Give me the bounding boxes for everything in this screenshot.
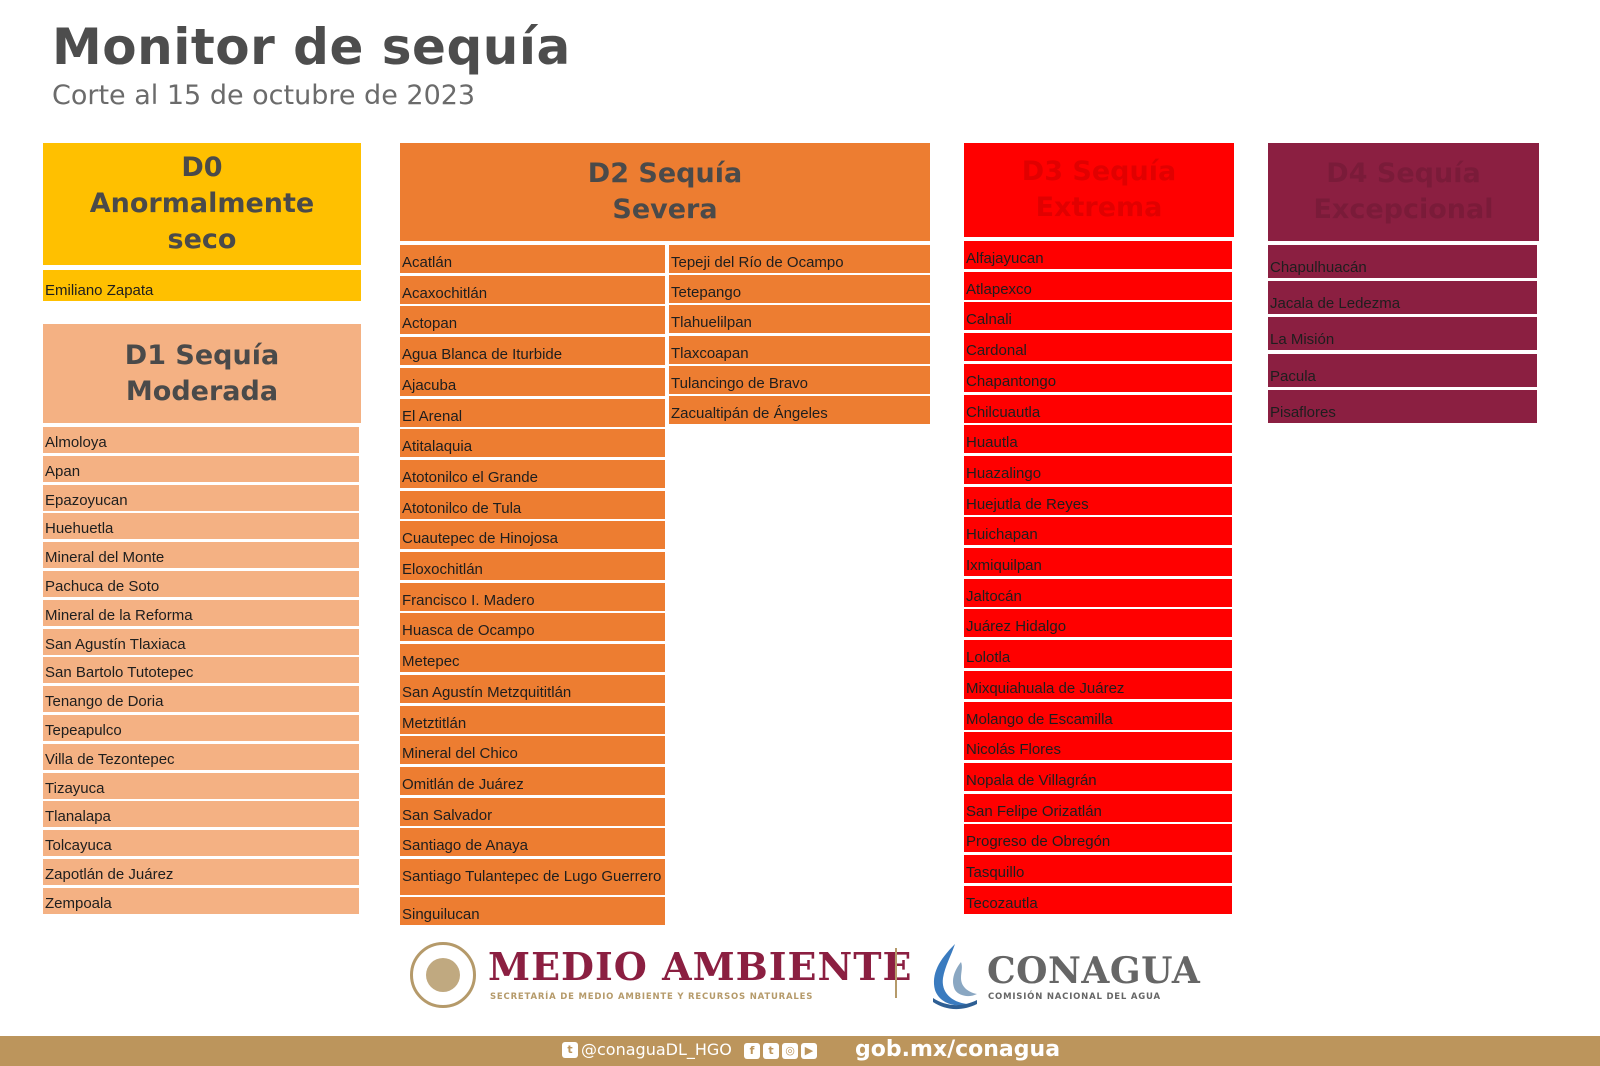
d1-municipality-row: Pachuca de Soto [43, 571, 359, 597]
d1-municipality-row: Mineral del Monte [43, 542, 359, 569]
footer-logos: MEDIO AMBIENTE SECRETARÍA DE MEDIO AMBIE… [0, 930, 1600, 1025]
twitter-icon: t [562, 1041, 578, 1058]
d3-municipality-row: Calnali [964, 302, 1232, 331]
website-link[interactable]: gob.mx/conagua [855, 1037, 1061, 1062]
d2-municipality-row: Acatlán [400, 245, 665, 273]
d3-municipality-row: Tasquillo [964, 855, 1232, 883]
d2-municipality-row: Agua Blanca de Iturbide [400, 337, 665, 366]
d2-municipality-row: Zacualtipán de Ángeles [669, 396, 930, 424]
d3-municipality-row: Huichapan [964, 517, 1232, 546]
d3-municipality-row: Huautla [964, 425, 1232, 454]
d2-municipality-row: Metztitlán [400, 705, 665, 734]
d2-municipality-row: Atotonilco el Grande [400, 459, 665, 488]
d2-municipality-row: Santiago Tulantepec de Lugo Guerrero [400, 859, 665, 895]
d2-municipality-row: El Arenal [400, 398, 665, 427]
d4-header: D4 Sequía Excepcional [1268, 143, 1539, 241]
d3-municipality-row: Huazalingo [964, 455, 1232, 484]
d4-municipality-row: Jacala de Ledezma [1268, 281, 1537, 315]
youtube-icon[interactable]: ▶ [801, 1043, 817, 1059]
d3-municipality-row: San Felipe Orizatlán [964, 793, 1232, 822]
d2-municipality-row: Mineral del Chico [400, 736, 665, 765]
d3-municipality-row: Molango de Escamilla [964, 701, 1232, 730]
d1-municipality-row: Villa de Tezontepec [43, 743, 359, 770]
d2-municipality-row: Tlaxcoapan [669, 335, 930, 364]
d2-municipality-row: Atotonilco de Tula [400, 490, 665, 519]
conagua-logo-icon [933, 944, 977, 1010]
d1-municipality-row: Zempoala [43, 887, 359, 914]
d3-header: D3 Sequía Extrema [964, 143, 1234, 237]
d1-municipality-row: Almoloya [43, 427, 359, 453]
d1-municipality-row: San Bartolo Tutotepec [43, 657, 359, 684]
d2-header: D2 Sequía Severa [400, 143, 930, 241]
d1-municipality-row: Zapotlán de Juárez [43, 859, 359, 885]
instagram-icon[interactable]: ◎ [782, 1043, 798, 1059]
d2-municipality-row: Tetepango [669, 275, 930, 304]
d2-municipality-row: Tulancingo de Bravo [669, 365, 930, 394]
d2-municipality-row: Santiago de Anaya [400, 828, 665, 857]
d1-municipality-row: Huehuetla [43, 513, 359, 540]
d0-header: D0 Anormalmente seco [43, 143, 361, 265]
d4-municipality-row: La Misión [1268, 317, 1537, 351]
d1-header: D1 Sequía Moderada [43, 324, 361, 423]
d1-municipality-row: Apan [43, 455, 359, 482]
d3-municipality-row: Alfajayucan [964, 241, 1232, 269]
d2-municipality-row: Eloxochitlán [400, 552, 665, 580]
d2-municipality-row: Actopan [400, 306, 665, 335]
d2-municipality-row: Tepeji del Río de Ocampo [669, 245, 930, 273]
conagua-subtitle: COMISIÓN NACIONAL DEL AGUA [988, 992, 1161, 1002]
d4-municipality-row: Pacula [1268, 353, 1537, 387]
mexico-seal-icon [410, 942, 476, 1008]
d3-municipality-row: Nicolás Flores [964, 732, 1232, 761]
facebook-icon[interactable]: f [744, 1043, 760, 1059]
twitter-handle-text: @conaguaDL_HGO [581, 1040, 732, 1059]
d2-municipality-row: Cuautepec de Hinojosa [400, 521, 665, 550]
d3-municipality-row: Chilcuautla [964, 394, 1232, 423]
d1-municipality-row: Tizayuca [43, 772, 359, 799]
d0-municipality-row: Emiliano Zapata [43, 270, 361, 301]
d2-municipality-row: Huasca de Ocampo [400, 613, 665, 642]
d3-municipality-row: Jaltocán [964, 578, 1232, 607]
d2-municipality-row: Omitlán de Juárez [400, 766, 665, 795]
social-icons: f t ◎ ▶ [744, 1043, 820, 1059]
logo-divider [895, 948, 897, 998]
d1-municipality-row: Epazoyucan [43, 484, 359, 511]
d3-municipality-row: Cardonal [964, 333, 1232, 362]
medio-ambiente-logo-text: MEDIO AMBIENTE [488, 944, 913, 989]
d3-municipality-row: Tecozautla [964, 885, 1232, 914]
d1-municipality-row: San Agustín Tlaxiaca [43, 628, 359, 655]
d2-municipality-row: Ajacuba [400, 367, 665, 396]
d3-municipality-row: Progreso de Obregón [964, 824, 1232, 853]
d4-municipality-row: Chapulhuacán [1268, 245, 1537, 278]
d3-municipality-row: Huejutla de Reyes [964, 486, 1232, 515]
d2-municipality-row: San Salvador [400, 797, 665, 826]
d3-municipality-row: Juárez Hidalgo [964, 609, 1232, 638]
d3-municipality-row: Chapantongo [964, 363, 1232, 392]
d1-municipality-row: Tolcayuca [43, 830, 359, 857]
d1-municipality-row: Tenango de Doria [43, 686, 359, 713]
d2-municipality-row: Tlahuelilpan [669, 305, 930, 334]
d3-municipality-row: Mixquiahuala de Juárez [964, 670, 1232, 699]
page-title: Monitor de sequía [52, 18, 571, 76]
d2-municipality-row: Metepec [400, 644, 665, 673]
d2-municipality-row: San Agustín Metzquititlán [400, 674, 665, 703]
d3-municipality-row: Atlapexco [964, 271, 1232, 300]
twitter-icon[interactable]: t [763, 1043, 779, 1059]
d3-municipality-row: Ixmiquilpan [964, 548, 1232, 576]
d1-municipality-row: Tlanalapa [43, 801, 359, 828]
d2-municipality-row: Singuilucan [400, 896, 665, 925]
d1-municipality-row: Mineral de la Reforma [43, 599, 359, 626]
twitter-handle[interactable]: t @conaguaDL_HGO [562, 1040, 732, 1059]
page-subtitle: Corte al 15 de octubre de 2023 [52, 80, 476, 111]
d2-municipality-row: Acaxochitlán [400, 275, 665, 304]
d1-municipality-row: Tepeapulco [43, 715, 359, 741]
d3-municipality-row: Nopala de Villagrán [964, 762, 1232, 791]
d2-municipality-row: Atitalaquia [400, 429, 665, 458]
conagua-logo-text: CONAGUA [987, 950, 1201, 992]
d2-municipality-row: Francisco I. Madero [400, 582, 665, 611]
d4-municipality-row: Pisaflores [1268, 389, 1537, 423]
medio-ambiente-subtitle: SECRETARÍA DE MEDIO AMBIENTE Y RECURSOS … [490, 992, 814, 1002]
bottom-bar: t @conaguaDL_HGO f t ◎ ▶ gob.mx/conagua [0, 1036, 1600, 1066]
d3-municipality-row: Lolotla [964, 640, 1232, 669]
